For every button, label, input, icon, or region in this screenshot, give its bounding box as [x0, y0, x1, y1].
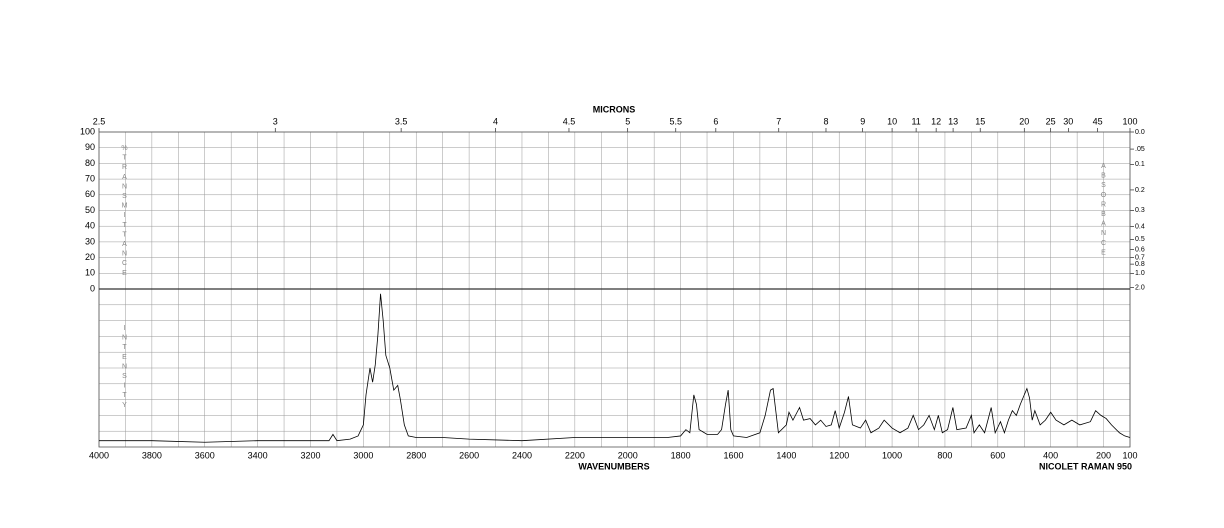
y-tick-label: 30: [85, 236, 95, 246]
y2-tick-label: 0.6: [1135, 246, 1145, 253]
x-tick-label: 2200: [565, 450, 585, 460]
y2-tick-label: 0.1: [1135, 161, 1145, 168]
y2-tick-label: .05: [1135, 146, 1145, 153]
x-tick-label: 3200: [300, 450, 320, 460]
y2-tick-label: 0.7: [1135, 255, 1145, 262]
spectrum-line: [99, 293, 1131, 443]
y2-tick-label: 0.3: [1135, 207, 1145, 214]
y-tick-label: 70: [85, 173, 95, 183]
x-tick-label: 800: [937, 450, 952, 460]
micron-tick-label: 4.5: [563, 116, 576, 126]
micron-tick-label: 10: [887, 116, 897, 126]
micron-tick-label: 5: [625, 116, 630, 126]
micron-tick-label: 2.5: [93, 116, 106, 126]
y-tick-label: 20: [85, 252, 95, 262]
x-tick-label: 1000: [882, 450, 902, 460]
x-tick-label: 1200: [829, 450, 849, 460]
micron-tick-label: 12: [931, 116, 941, 126]
x-tick-label: 3600: [195, 450, 215, 460]
micron-tick-label: 11: [911, 116, 920, 126]
y-tick-label: 80: [85, 158, 95, 168]
y2-tick-label: 0.8: [1135, 261, 1145, 268]
micron-tick-label: 3.5: [395, 116, 408, 126]
y2-tick-label: 0.2: [1135, 187, 1145, 194]
micron-tick-label: 15: [975, 116, 985, 126]
y-tick-label: 50: [85, 205, 95, 215]
x-tick-label: 100: [1122, 450, 1137, 460]
y2-tick-label: 0.4: [1135, 223, 1145, 230]
x-tick-label: 3800: [142, 450, 162, 460]
instrument-label: NICOLET RAMAN 950: [1039, 461, 1132, 471]
x-tick-label: 400: [1043, 450, 1058, 460]
micron-tick-label: 7: [776, 116, 781, 126]
micron-tick-label: 45: [1093, 116, 1103, 126]
x-tick-label: 2600: [459, 450, 479, 460]
x-tick-label: 1400: [776, 450, 796, 460]
micron-tick-label: 9: [860, 116, 865, 126]
y2-tick-label: 0.0: [1135, 129, 1145, 136]
x-tick-label: 2400: [512, 450, 532, 460]
micron-tick-label: 25: [1046, 116, 1056, 126]
y2-tick-label: 1.0: [1135, 270, 1145, 277]
x-tick-label: 3400: [248, 450, 268, 460]
y-tick-label: 10: [85, 268, 95, 278]
y-tick-label: 90: [85, 142, 95, 152]
y2-tick-label: 2.0: [1135, 284, 1145, 291]
y-tick-label: 100: [80, 126, 95, 136]
x-tick-label: 4000: [89, 450, 109, 460]
x-tick-label: 2000: [618, 450, 638, 460]
micron-tick-label: 8: [823, 116, 828, 126]
micron-tick-label: 6: [713, 116, 718, 126]
x-tick-label: 3000: [353, 450, 373, 460]
x-tick-label: 2800: [406, 450, 426, 460]
lower-axis-label: INTENSITY: [121, 325, 128, 412]
x-axis-label: WAVENUMBERS: [578, 461, 649, 471]
left-axis-label: %TRANSMITTANCE: [121, 145, 128, 280]
y-tick-label: 40: [85, 221, 95, 231]
right-axis-label: ABSORBANCE: [1100, 163, 1107, 259]
y2-tick-label: 0.5: [1135, 236, 1145, 243]
top-axis-label: MICRONS: [593, 104, 636, 114]
x-tick-label: 1800: [671, 450, 691, 460]
y-tick-label: 60: [85, 189, 95, 199]
micron-tick-label: 100: [1122, 116, 1137, 126]
micron-tick-label: 20: [1019, 116, 1029, 126]
x-tick-label: 200: [1096, 450, 1111, 460]
x-tick-label: 1600: [723, 450, 743, 460]
micron-tick-label: 3: [273, 116, 278, 126]
x-tick-label: 600: [990, 450, 1005, 460]
y-tick-label: 0: [90, 283, 95, 293]
micron-tick-label: 30: [1063, 116, 1073, 126]
micron-tick-label: 13: [948, 116, 958, 126]
micron-tick-label: 4: [493, 116, 498, 126]
micron-tick-label: 5.5: [670, 116, 683, 126]
